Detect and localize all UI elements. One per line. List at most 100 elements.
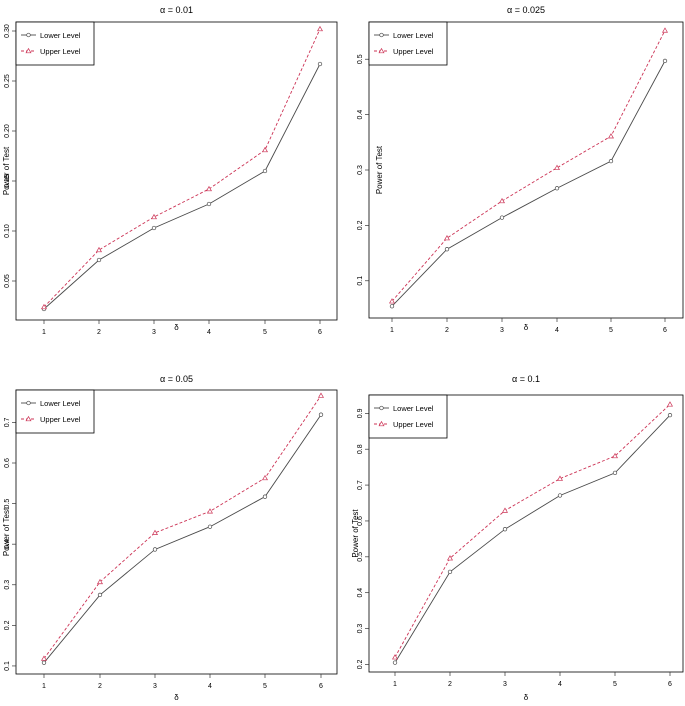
x-axis-label: δ bbox=[174, 323, 179, 332]
data-point-lower-level bbox=[557, 493, 563, 498]
data-point-upper-level bbox=[40, 303, 48, 310]
legend-marker-triangle bbox=[25, 47, 32, 54]
data-point-lower-level bbox=[662, 58, 668, 64]
data-point-lower-level bbox=[667, 412, 673, 418]
x-tick-label: 3 bbox=[152, 329, 156, 336]
y-tick-label: 0.3 bbox=[357, 624, 364, 634]
data-point-upper-level bbox=[316, 25, 324, 32]
x-tick-label: 1 bbox=[42, 683, 46, 690]
data-point-upper-level bbox=[151, 529, 159, 535]
legend-marker-circle bbox=[379, 405, 384, 411]
data-point-upper-level bbox=[501, 507, 509, 513]
legend-label: Lower Level bbox=[393, 404, 434, 413]
legend-marker-circle bbox=[26, 400, 31, 406]
chart-title: α = 0.025 bbox=[507, 5, 545, 15]
y-tick-label: 0.25 bbox=[4, 74, 11, 88]
x-tick-label: 2 bbox=[98, 683, 102, 690]
x-tick-label: 6 bbox=[668, 681, 672, 688]
series-line-upper-level bbox=[43, 395, 322, 659]
y-tick-label: 0.7 bbox=[4, 417, 11, 427]
series-line-upper-level bbox=[394, 404, 671, 658]
x-axis-label: δ bbox=[174, 693, 179, 702]
data-point-upper-level bbox=[553, 164, 561, 170]
chart-panel-2: α = 0.025 1 2 3 4 5 6 δ 0.1 0.2 0.3 0.4 0.5 Power of … bbox=[357, 5, 684, 334]
data-point-upper-level bbox=[498, 197, 506, 204]
legend-marker-triangle bbox=[25, 415, 32, 422]
y-tick-label: 0.05 bbox=[4, 274, 11, 288]
chart-panel-3: α = 0.05 1 2 3 4 5 6 δ 0.1 0.2 0.3 0.4 0.5 0.6 0.7 Powe… bbox=[2, 374, 338, 702]
x-tick-label: 6 bbox=[318, 329, 322, 336]
data-point-upper-level bbox=[391, 654, 399, 660]
y-tick-label: 0.9 bbox=[357, 408, 364, 418]
series-line-upper-level bbox=[43, 28, 321, 308]
x-tick-label: 5 bbox=[263, 329, 267, 336]
data-point-lower-level bbox=[41, 660, 47, 665]
x-tick-label: 4 bbox=[558, 681, 562, 688]
y-tick-label: 0.4 bbox=[4, 539, 11, 549]
data-point-upper-level bbox=[96, 578, 104, 585]
x-tick-label: 5 bbox=[263, 683, 267, 690]
x-tick-label: 3 bbox=[153, 683, 157, 690]
data-point-upper-level bbox=[206, 508, 214, 514]
y-tick-label: 0.30 bbox=[4, 24, 11, 38]
legend-box bbox=[368, 394, 448, 439]
x-tick-label: 4 bbox=[555, 327, 559, 334]
data-point-upper-level bbox=[443, 235, 451, 241]
x-tick-label: 6 bbox=[319, 683, 323, 690]
data-point-upper-level bbox=[150, 213, 158, 220]
data-point-lower-level bbox=[207, 524, 213, 529]
data-point-upper-level bbox=[205, 185, 213, 192]
data-point-lower-level bbox=[392, 660, 398, 665]
x-tick-label: 1 bbox=[390, 327, 394, 334]
y-tick-label: 0.3 bbox=[357, 165, 364, 175]
data-point-upper-level bbox=[666, 401, 674, 407]
y-axis-label: Power of Test bbox=[351, 509, 360, 558]
x-tick-label: 2 bbox=[445, 327, 449, 334]
data-point-upper-level bbox=[261, 146, 269, 153]
y-tick-label: 0.6 bbox=[357, 516, 364, 526]
legend-label: Lower Level bbox=[40, 399, 81, 408]
y-tick-label: 0.2 bbox=[357, 220, 364, 230]
chart-title: α = 0.01 bbox=[160, 5, 193, 15]
y-tick-label: 0.5 bbox=[357, 54, 364, 64]
x-axis-label: δ bbox=[524, 323, 529, 332]
data-point-upper-level bbox=[40, 655, 48, 661]
data-point-upper-level bbox=[446, 555, 454, 561]
x-axis-label: δ bbox=[524, 693, 529, 702]
series-line-lower-level bbox=[394, 414, 671, 663]
y-tick-label: 0.5 bbox=[357, 552, 364, 562]
legend-box bbox=[15, 21, 95, 66]
data-point-lower-level bbox=[262, 494, 268, 499]
x-tick-label: 1 bbox=[42, 329, 46, 336]
data-point-lower-level bbox=[444, 247, 450, 252]
y-tick-label: 0.4 bbox=[357, 110, 364, 120]
data-point-upper-level bbox=[388, 298, 396, 304]
legend-box bbox=[15, 389, 95, 434]
data-point-lower-level bbox=[502, 527, 508, 532]
chart-title: α = 0.1 bbox=[512, 374, 540, 384]
data-point-lower-level bbox=[151, 225, 157, 231]
x-tick-label: 6 bbox=[663, 327, 667, 334]
y-axis-label: Power of Test bbox=[2, 146, 11, 195]
y-tick-label: 0.2 bbox=[4, 620, 11, 630]
data-point-lower-level bbox=[152, 547, 158, 552]
legend-label: Upper Level bbox=[40, 47, 81, 56]
legend-marker-circle bbox=[379, 32, 384, 38]
y-tick-label: 0.4 bbox=[357, 588, 364, 598]
legend-box bbox=[368, 21, 448, 66]
chart-title: α = 0.05 bbox=[160, 374, 193, 384]
data-point-lower-level bbox=[262, 168, 268, 174]
data-point-upper-level bbox=[556, 475, 564, 481]
data-point-lower-level bbox=[206, 201, 212, 207]
series-line-lower-level bbox=[391, 60, 666, 307]
y-tick-label: 0.7 bbox=[357, 480, 364, 490]
y-tick-label: 0.6 bbox=[4, 458, 11, 468]
data-point-lower-level bbox=[389, 304, 395, 309]
chart-panel-4: α = 0.1 1 2 3 4 5 6 δ 0.2 0.3 0.4 0.5 0.6 0.7 0.8 0.9 Po… bbox=[351, 374, 684, 702]
legend-marker-circle bbox=[26, 32, 31, 38]
x-tick-label: 2 bbox=[97, 329, 101, 336]
chart-panel-1: α = 0.01 1 2 3 4 5 6 δ 0.05 0.10 0.15 0.20 0.25 0.30 P… bbox=[2, 5, 338, 336]
y-axis-label: Power of Test bbox=[2, 507, 11, 556]
y-tick-label: 0.10 bbox=[4, 224, 11, 238]
